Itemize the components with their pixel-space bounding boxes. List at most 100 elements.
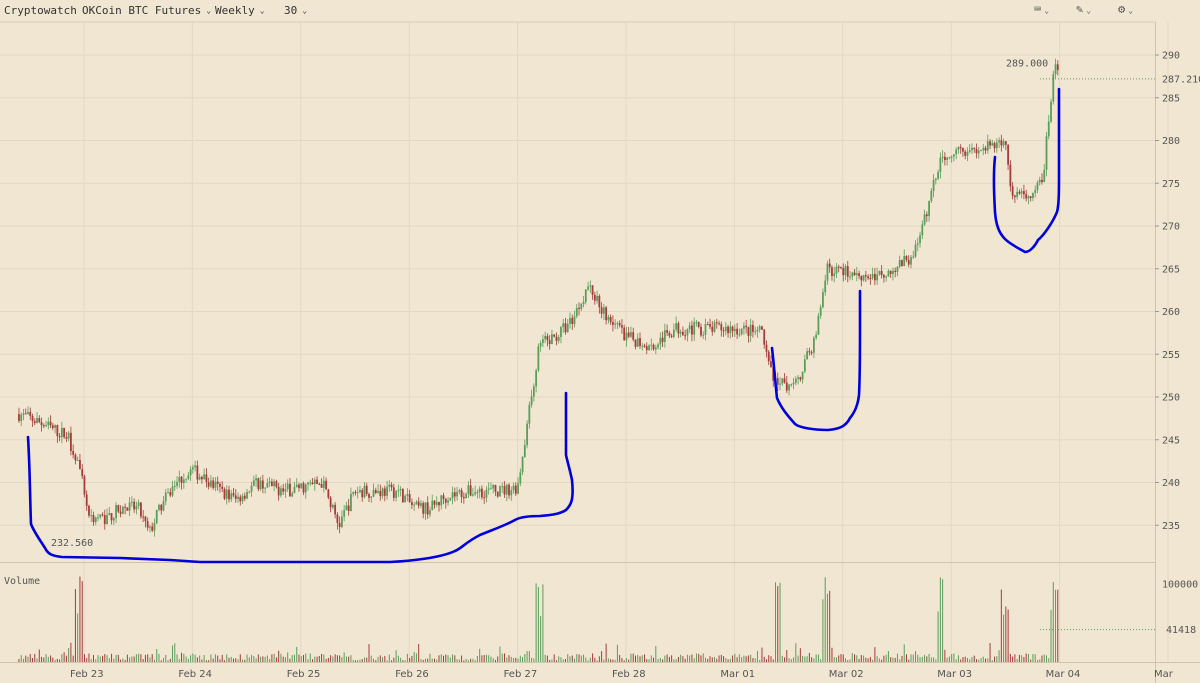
candle-body xyxy=(535,370,538,387)
candle-body xyxy=(250,485,253,492)
candle-body xyxy=(521,456,524,473)
candle-body xyxy=(871,273,874,279)
candle-body xyxy=(630,332,632,337)
candle-body xyxy=(474,492,477,495)
brand-label[interactable]: Cryptowatch xyxy=(4,4,77,17)
candle-body xyxy=(889,270,892,274)
candle-body xyxy=(191,467,194,470)
candle-body xyxy=(984,147,987,151)
price-tick-label: 275 xyxy=(1162,179,1180,190)
candle-body xyxy=(869,278,872,280)
candle-body xyxy=(560,327,562,338)
candle-body xyxy=(438,501,440,506)
candle-body xyxy=(433,500,436,505)
candle-body xyxy=(799,377,802,380)
candle-body xyxy=(589,285,592,287)
candle-body xyxy=(106,515,108,525)
candle-body xyxy=(1054,64,1057,75)
candle-body xyxy=(709,324,711,327)
time-tick-label: Feb 23 xyxy=(70,669,104,680)
candle-body xyxy=(729,326,732,334)
candle-body xyxy=(390,484,393,488)
candle-body xyxy=(397,490,400,492)
time-tick-label: Mar 01 xyxy=(720,669,755,680)
candle-body xyxy=(776,378,779,385)
candle-body xyxy=(392,487,395,498)
candle-body xyxy=(661,337,664,342)
candle-body xyxy=(564,323,567,333)
candle-body xyxy=(395,491,398,498)
candle-body xyxy=(228,489,230,500)
price-tick-label: 255 xyxy=(1162,350,1180,361)
candle-body xyxy=(514,485,517,494)
candle-body xyxy=(596,295,598,301)
candle-body xyxy=(207,482,210,487)
candle-body xyxy=(1000,140,1003,146)
interval-selector[interactable]: 30 ⌄ xyxy=(284,4,307,17)
candle-body xyxy=(991,143,994,146)
candle-body xyxy=(754,331,757,333)
price-tick-label: 260 xyxy=(1162,307,1180,318)
candle-body xyxy=(307,482,309,485)
candle-body xyxy=(532,386,535,397)
candle-body xyxy=(431,500,434,511)
candle-body xyxy=(169,492,172,496)
candle-body xyxy=(828,263,831,268)
candle-body xyxy=(1052,74,1055,102)
candle-body xyxy=(526,423,528,446)
settings-gear-icon[interactable]: ⚙ ⌄ xyxy=(1118,2,1134,16)
candle-body xyxy=(849,276,851,278)
keyboard-icon[interactable]: ⌨ ⌄ xyxy=(1034,2,1050,16)
candle-body xyxy=(322,480,325,488)
price-tick-label: 250 xyxy=(1162,393,1180,404)
candle-body xyxy=(684,335,687,337)
candle-body xyxy=(815,334,818,338)
candle-body xyxy=(824,280,827,293)
candle-body xyxy=(325,480,327,490)
market-selector[interactable]: OKCoin BTC Futures ⌄ xyxy=(82,4,211,17)
volume-tick-label: 100000 xyxy=(1162,579,1198,590)
candle-body xyxy=(42,425,45,427)
candle-body xyxy=(54,425,56,428)
candle-body xyxy=(164,492,167,502)
candle-body xyxy=(575,307,578,317)
candle-body xyxy=(435,501,438,505)
period-selector[interactable]: Weekly ⌄ xyxy=(215,4,265,17)
candle-body xyxy=(304,484,307,493)
candle-body xyxy=(548,340,551,345)
candle-body xyxy=(566,323,569,333)
candle-body xyxy=(70,432,72,452)
candle-body xyxy=(440,495,443,506)
candle-body xyxy=(223,488,226,499)
candle-body xyxy=(571,317,574,325)
candle-body xyxy=(733,328,736,332)
candle-body xyxy=(503,486,506,495)
candle-body xyxy=(989,141,991,146)
candle-body xyxy=(144,516,147,522)
candle-body xyxy=(763,329,766,345)
candle-body xyxy=(781,378,784,384)
candle-body xyxy=(634,339,637,347)
candle-body xyxy=(331,504,334,508)
candle-body xyxy=(487,488,490,490)
candle-body xyxy=(379,490,382,497)
draw-tools-icon[interactable]: ✎ ⌄ xyxy=(1076,2,1092,16)
candle-body xyxy=(33,421,36,424)
candle-body xyxy=(128,502,131,511)
candle-body xyxy=(975,148,978,154)
candle-body xyxy=(623,327,626,341)
candle-body xyxy=(582,301,585,304)
candle-body xyxy=(72,451,75,455)
candle-body xyxy=(682,331,684,336)
candle-body xyxy=(119,511,122,514)
candle-body xyxy=(912,256,915,258)
candle-body xyxy=(67,432,70,439)
candle-body xyxy=(700,326,702,336)
candle-body xyxy=(878,270,881,275)
candle-body xyxy=(286,483,289,490)
candle-body xyxy=(962,147,964,152)
candle-body xyxy=(668,332,671,336)
candle-body xyxy=(648,345,650,351)
candle-body xyxy=(458,490,461,492)
